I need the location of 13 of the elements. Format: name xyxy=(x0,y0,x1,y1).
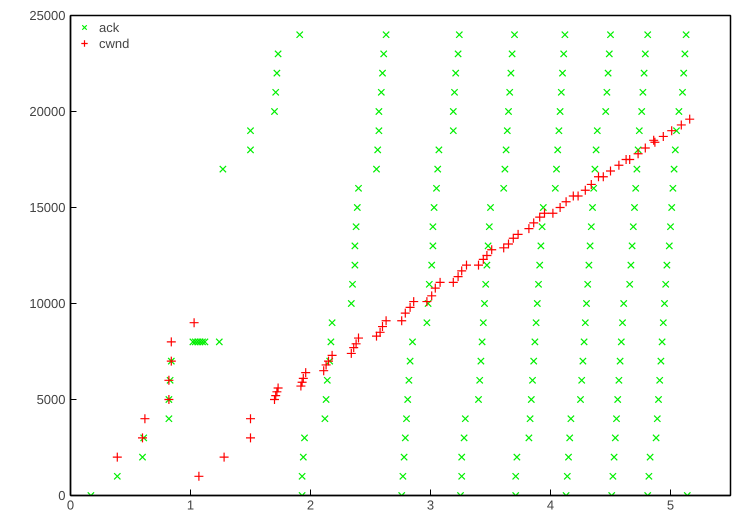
y-tick-label: 5000 xyxy=(36,392,66,407)
y-tick-label: 20000 xyxy=(29,104,66,119)
legend-label: ack xyxy=(99,19,120,35)
x-tick-label: 2 xyxy=(306,498,314,512)
y-tick-label: 0 xyxy=(58,488,66,503)
y-tick-label: 15000 xyxy=(29,200,66,215)
x-tick-label: 1 xyxy=(186,498,194,512)
y-tick-label: 25000 xyxy=(29,8,66,23)
legend-label: cwnd xyxy=(99,35,130,51)
y-tick-label: 10000 xyxy=(29,296,66,311)
x-tick-label: 3 xyxy=(426,498,434,512)
x-tick-label: 4 xyxy=(546,498,554,512)
x-tick-label: 5 xyxy=(666,498,674,512)
